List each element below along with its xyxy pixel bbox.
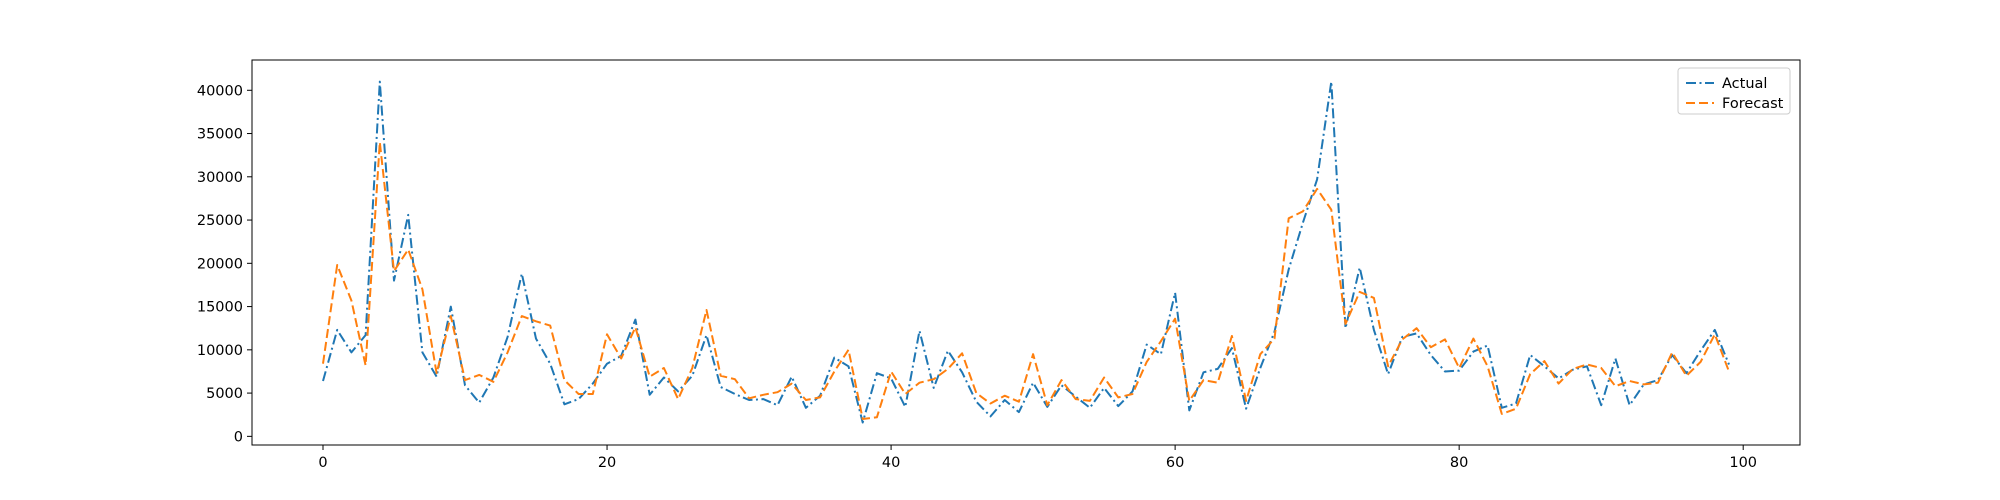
y-tick-label: 25000 <box>197 213 243 229</box>
y-tick-label: 5000 <box>206 386 243 402</box>
axes-frame <box>251 59 1801 446</box>
y-axis: 0 5000 10000 15000 20000 25000 30000 35000 40000 <box>197 83 252 445</box>
legend-label: Forecast <box>1722 96 1784 112</box>
series-layer <box>322 80 1730 424</box>
x-tick-label: 80 <box>1450 455 1468 471</box>
y-tick-label: 40000 <box>197 83 243 99</box>
series-line-actual <box>322 80 1730 424</box>
y-tick-label: 0 <box>234 429 243 445</box>
y-tick-label: 10000 <box>197 343 243 359</box>
y-tick-label: 35000 <box>197 127 243 143</box>
legend-label: Actual <box>1722 76 1767 92</box>
y-tick-label: 20000 <box>197 256 243 272</box>
x-tick-label: 20 <box>598 455 616 471</box>
x-axis: 0 20 40 60 80 100 <box>318 445 1757 471</box>
series-line-forecast <box>322 141 1730 420</box>
x-tick-label: 60 <box>1166 455 1184 471</box>
x-tick-label: 40 <box>882 455 900 471</box>
legend: Actual Forecast <box>1677 67 1791 115</box>
y-tick-label: 30000 <box>197 170 243 186</box>
x-tick-label: 0 <box>318 455 327 471</box>
y-tick-label: 15000 <box>197 300 243 316</box>
x-tick-label: 100 <box>1729 455 1757 471</box>
